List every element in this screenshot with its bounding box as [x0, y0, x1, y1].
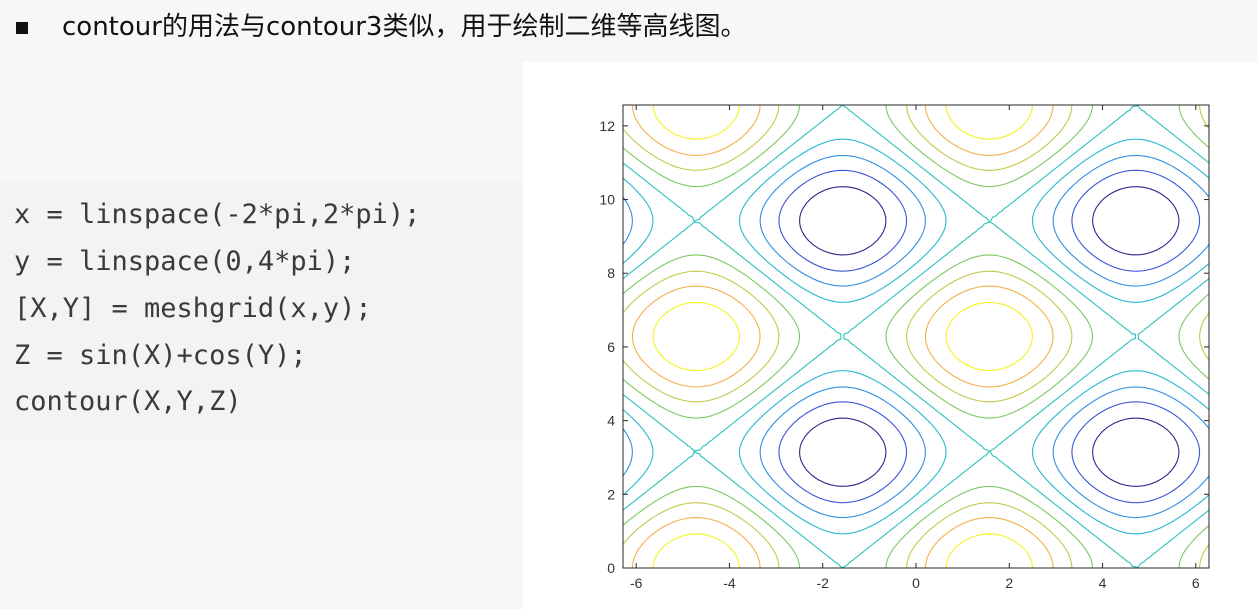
- contour-level-line: [623, 138, 1209, 535]
- x-tick-label: 0: [912, 575, 920, 591]
- y-tick-label: 12: [599, 118, 615, 134]
- code-line: [X,Y] = meshgrid(x,y);: [14, 293, 372, 324]
- code-line: x = linspace(-2*pi,2*pi);: [14, 199, 421, 230]
- y-tick-label: 10: [599, 192, 615, 208]
- x-tick-label: 6: [1192, 575, 1200, 591]
- axis-ticks: -6 -4 -2 0 2 4 6 0 2 4 6 8 10 12: [599, 105, 1209, 591]
- axes-box: [622, 104, 1210, 569]
- axes-background: [623, 105, 1209, 568]
- slide-header: contour的用法与contour3类似，用于绘制二维等高线图。: [0, 0, 1257, 54]
- y-tick-label: 0: [607, 560, 615, 576]
- code-line: contour(X,Y,Z): [14, 386, 242, 417]
- x-tick-label: 4: [1099, 575, 1107, 591]
- code-line: Z = sin(X)+cos(Y);: [14, 340, 307, 371]
- code-line: y = linspace(0,4*pi);: [14, 246, 356, 277]
- contour-level-line: [623, 154, 1209, 519]
- x-tick-label: 2: [1005, 575, 1013, 591]
- contour-level-line: [623, 105, 1209, 568]
- bullet-square: [16, 22, 28, 34]
- contour-level-line: [623, 105, 1209, 568]
- y-tick-label: 6: [607, 339, 615, 355]
- x-tick-label: -6: [630, 575, 643, 591]
- y-tick-label: 8: [607, 265, 615, 281]
- y-tick-label: 2: [607, 486, 615, 502]
- code-block: x = linspace(-2*pi,2*pi); y = linspace(0…: [0, 181, 523, 440]
- x-tick-label: -2: [817, 575, 830, 591]
- x-tick-label: -4: [723, 575, 736, 591]
- figure-panel: -6 -4 -2 0 2 4 6 0 2 4 6 8 10 12: [523, 62, 1257, 609]
- contour-lines: [623, 105, 1209, 568]
- contour-level-line: [631, 105, 1054, 568]
- contour-plot: -6 -4 -2 0 2 4 6 0 2 4 6 8 10 12: [599, 104, 1210, 591]
- y-tick-label: 4: [607, 413, 615, 429]
- contour-level-line: [778, 169, 1201, 504]
- contour-level-line: [652, 105, 1033, 568]
- contour-level-line: [799, 186, 1180, 487]
- header-text: contour的用法与contour3类似，用于绘制二维等高线图。: [62, 12, 747, 42]
- contour-level-line: [623, 105, 1209, 568]
